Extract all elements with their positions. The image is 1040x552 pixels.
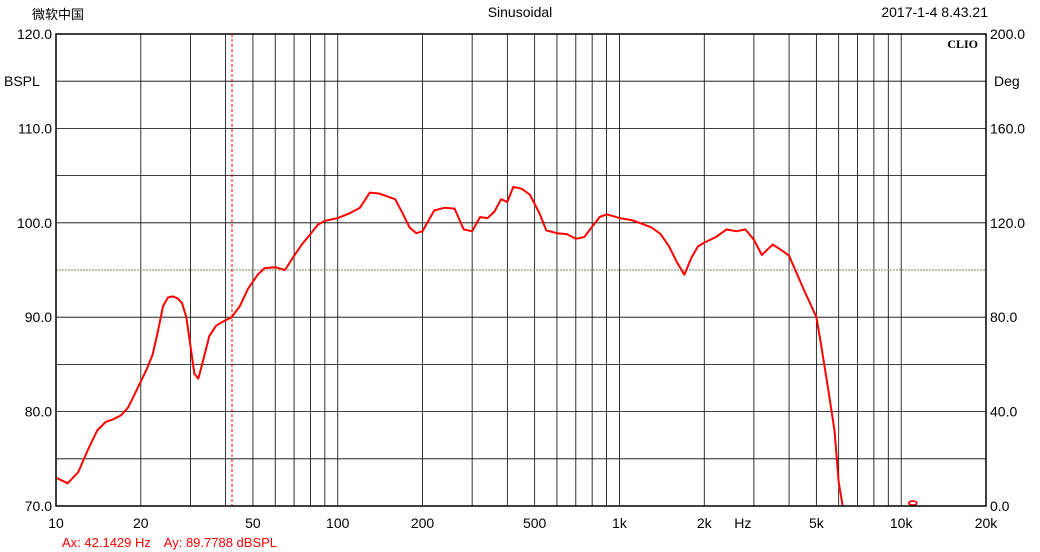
x-tick-label: 5k [809,515,825,531]
header-measurement-type: Sinusoidal [487,4,553,20]
spl-curve [55,185,844,507]
header-timestamp: 2017-1-4 8.43.21 [881,4,988,20]
cursor-y-readout: Ay: 89.7788 dBSPL [163,535,278,550]
cursor-x-readout: Ax: 42.1429 Hz [62,535,151,550]
x-axis-ticks: 10 20 50 100 200 500 1k 2k 5k 10k 20k [48,515,998,531]
y-tick-label: 90.0 [25,309,52,325]
y-tick-label: 70.0 [25,498,52,514]
x-tick-label: 50 [245,515,261,531]
y2-tick-label: 0.0 [990,498,1010,514]
x-tick-label: 1k [612,515,628,531]
y2-axis-ticks: 200.0 160.0 120.0 80.0 40.0 0.0 [990,26,1025,514]
y2-tick-label: 120.0 [990,215,1025,231]
y2-tick-label: 40.0 [990,404,1017,420]
x-tick-label: 500 [523,515,547,531]
x-tick-label: 2k [697,515,713,531]
y-axis-label: BSPL [4,73,40,89]
x-axis-label: Hz [734,515,751,531]
y2-tick-label: 200.0 [990,26,1025,42]
x-tick-label: 100 [326,515,350,531]
cursor-readout: Ax: 42.1429 Hz Ay: 89.7788 dBSPL [62,535,287,550]
x-tick-label: 20k [975,515,999,531]
y-axis-ticks: 120.0 110.0 100.0 90.0 80.0 70.0 [17,26,52,514]
curve-marker [908,500,918,506]
x-tick-label: 10 [48,515,64,531]
clio-brand-label: CLIO [947,37,978,51]
y-tick-label: 110.0 [18,120,52,136]
y2-tick-label: 160.0 [990,120,1025,136]
header-company-label: 微软中国 [32,8,85,23]
y-tick-label: 80.0 [25,404,52,420]
curve-group [55,185,918,507]
x-tick-label: 10k [890,515,914,531]
y2-tick-label: 80.0 [990,309,1017,325]
x-tick-label: 200 [411,515,435,531]
x-tick-label: 20 [133,515,149,531]
plot-frame [55,33,987,507]
y-tick-label: 100.0 [17,215,52,231]
y2-axis-label: Deg [994,73,1020,89]
y-tick-label: 120.0 [17,26,52,42]
